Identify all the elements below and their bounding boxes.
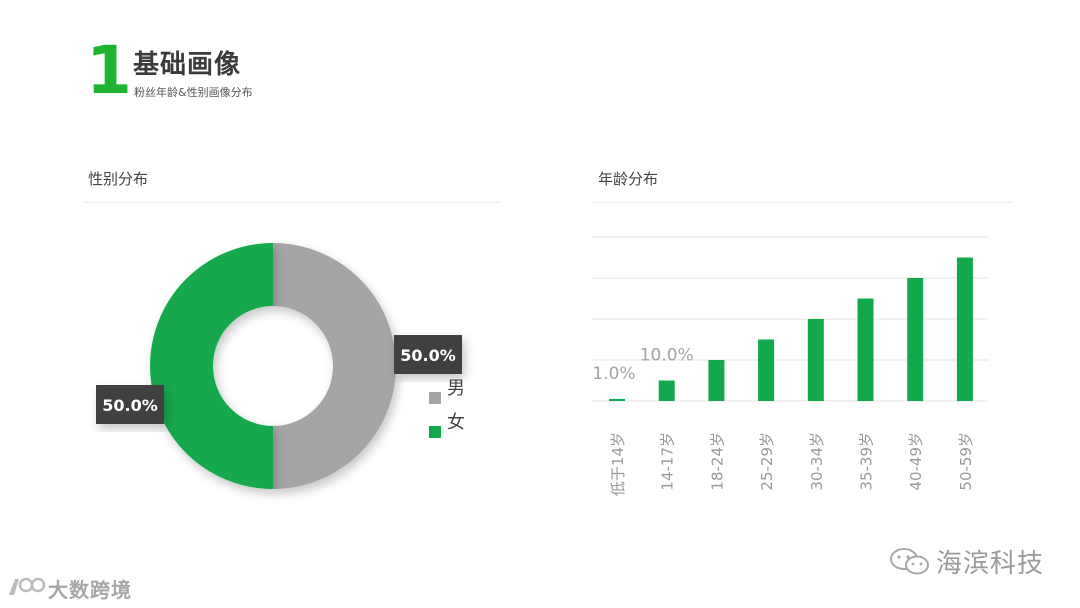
bar-data-label-0: 1.0%: [592, 364, 635, 384]
legend-swatch-0: [429, 392, 441, 404]
age-panel-title: 年龄分布: [598, 170, 659, 188]
bar-6: [907, 278, 924, 401]
bar-data-label-1: 10.0%: [640, 346, 694, 366]
x-tick-label-7: 50-59岁: [957, 432, 975, 491]
gender-panel-title: 性别分布: [88, 170, 149, 188]
age-panel-divider: [592, 202, 1012, 203]
donut-label-box-0: [394, 335, 462, 374]
donut-data-label-1: 50.0%: [102, 396, 158, 415]
section-title: 基础画像: [133, 50, 242, 80]
x-tick-label-5: 35-39岁: [858, 432, 876, 491]
bar-0: [609, 398, 625, 401]
bar-4: [807, 319, 824, 401]
gender-panel-divider: [84, 202, 500, 203]
section-subtitle: 粉丝年龄&性别画像分布: [134, 86, 253, 99]
watermark-logo-text: 大数跨境: [48, 578, 132, 602]
bar-1: [658, 380, 675, 401]
donut-slice-male: [273, 243, 396, 489]
donut-data-label-0: 50.0%: [400, 346, 456, 365]
wechat-icon: [890, 548, 929, 575]
bar-7: [956, 257, 973, 401]
donut-label-box-1: [96, 385, 164, 424]
x-tick-label-0: 低于14岁: [609, 432, 627, 496]
logo-icon: [9, 577, 46, 595]
x-tick-label-2: 18-24岁: [708, 432, 726, 491]
section-number: 1: [86, 32, 132, 109]
watermark-brand: 海滨科技: [936, 549, 1045, 579]
x-tick-label-1: 14-17岁: [659, 432, 677, 491]
bar-5: [857, 298, 874, 401]
legend-label-0: 男: [447, 378, 465, 399]
bar-2: [708, 360, 725, 401]
x-tick-label-6: 40-49岁: [907, 432, 925, 491]
legend-swatch-1: [429, 426, 441, 438]
x-tick-label-3: 25-29岁: [758, 432, 776, 491]
bar-3: [758, 339, 775, 401]
x-tick-label-4: 30-34岁: [808, 432, 826, 491]
legend-label-1: 女: [447, 412, 465, 433]
donut-slice-female: [150, 243, 273, 489]
